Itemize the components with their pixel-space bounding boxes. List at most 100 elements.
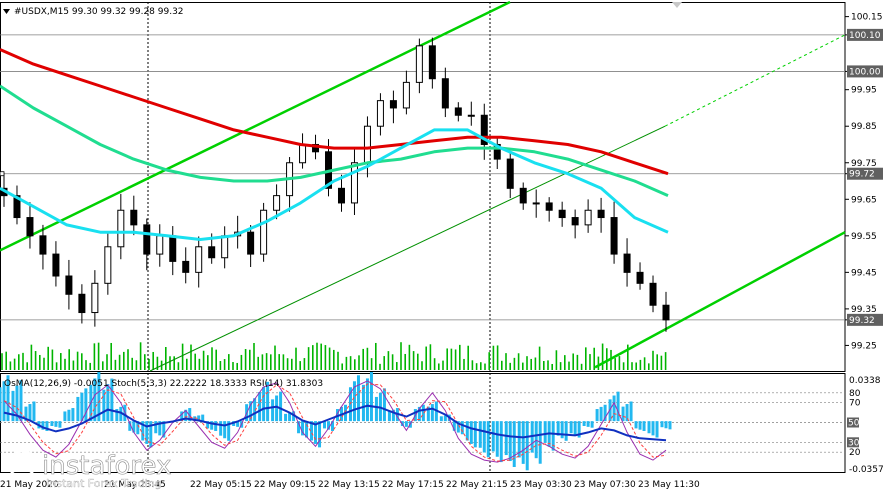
price-label-box [847,65,883,78]
bull-candle [195,246,203,273]
symbol-header: #USDX,M15 99.30 99.32 99.28 99.32 [14,7,184,17]
y-tick-label: 99.45 [851,268,877,278]
osc-axis-label: 30 [848,438,860,448]
y-tick-label: 99.25 [851,341,877,351]
bear-candle [312,143,320,153]
watermark: instaforex Instant Forex Trading [7,449,172,490]
x-tick-label: 22 May 05:15 [190,480,252,490]
bear-candle [597,209,605,219]
bear-candle [506,158,514,189]
y-tick-label: 99.75 [851,159,877,169]
bull-candle [117,209,125,248]
price-label: 99.72 [849,170,875,180]
osc-axis-label: 70 [849,399,861,409]
stoch-signal-line [3,383,667,462]
channel-line-extension [664,34,846,127]
level-marker [0,171,5,177]
y-tick-label: 99.55 [851,232,877,242]
price-label-box [847,313,883,326]
x-tick-label: 21 May 2020 [0,480,59,490]
bull-candle [415,45,423,83]
osc-axis-label: 20 [849,448,861,458]
scroll-marker-icon [672,2,682,8]
bear-candle [545,202,553,211]
bear-candle [65,275,73,295]
watermark-tagline: Instant Forex Trading [46,477,162,490]
bull-candle [91,282,99,314]
bear-candle [39,235,47,255]
bear-candle [208,246,216,259]
bull-candle [221,235,229,259]
bear-candle [52,253,60,277]
y-tick-label: 99.85 [851,122,877,132]
osc-axis-label: 50 [848,419,860,429]
bull-candle [467,114,475,117]
x-tick-label: 22 May 13:15 [318,480,380,490]
channel-line [149,125,666,372]
bear-candle [169,235,177,262]
bear-candle [610,217,618,255]
bear-candle [26,217,34,237]
osc-axis-label: 0.0338 [849,376,881,386]
watermark-brand: instaforex [42,451,171,481]
bull-candle [363,125,371,164]
osc-axis-label: -0.0357 [849,465,884,475]
channel-line [0,0,511,252]
bear-candle [623,253,631,273]
bear-candle [662,304,670,321]
x-tick-label: 22 May 17:15 [382,480,444,490]
bear-candle [337,187,345,204]
bear-candle [441,78,449,109]
bear-candle [571,217,579,226]
bear-candle [636,271,644,284]
price-label: 99.32 [849,316,875,326]
x-tick-label: 23 May 07:30 [574,480,636,490]
symbol-menu-icon [3,9,10,14]
bull-candle [376,100,384,127]
bear-candle [143,224,151,255]
ma-mid-line [0,84,669,197]
bull-candle [584,209,592,226]
bull-candle [532,202,540,205]
osc-label-box [847,417,859,428]
rsi-line [3,404,667,442]
bear-candle [649,282,657,306]
bear-candle [13,195,21,219]
bull-candle [350,162,358,204]
y-tick-label: 99.65 [851,195,877,205]
osc-axis-label: 80 [849,389,861,399]
bull-candle [260,209,268,255]
bear-candle [519,187,527,204]
x-tick-label: 23 May 11:30 [638,480,700,490]
bull-candle [402,81,410,109]
x-tick-label: 22 May 21:15 [446,480,508,490]
price-label-box [847,28,883,41]
instaforex-logo-icon [7,449,37,479]
price-label-box [847,167,883,180]
bear-candle [428,45,436,80]
bull-candle [299,143,307,164]
x-tick-label: 22 May 09:15 [254,480,316,490]
bull-candle [104,246,112,284]
osc-label-box [847,437,859,448]
y-tick-label: 100.15 [851,13,883,23]
bear-candle [182,260,190,273]
bear-candle [480,114,488,145]
overlay-layer: #USDX,M15 99.30 99.32 99.28 99.32 OsMA(1… [4,7,323,389]
x-tick-label: 23 May 03:30 [510,480,572,490]
bear-candle [558,209,566,219]
y-tick-label: 99.95 [851,86,877,96]
bear-candle [130,209,138,226]
price-label: 100.00 [849,67,881,77]
price-label: 100.10 [849,31,881,41]
bear-candle [247,231,255,255]
bull-candle [273,195,281,211]
y-tick-label: 99.35 [851,305,877,315]
x-tick-label: 21 May 23:45 [104,480,166,490]
bull-candle [156,235,164,255]
channel-line [594,231,846,369]
indicator-header: OsMA(12,26,9) -0.0051 Stoch(5,3,3) 22.22… [4,379,323,389]
